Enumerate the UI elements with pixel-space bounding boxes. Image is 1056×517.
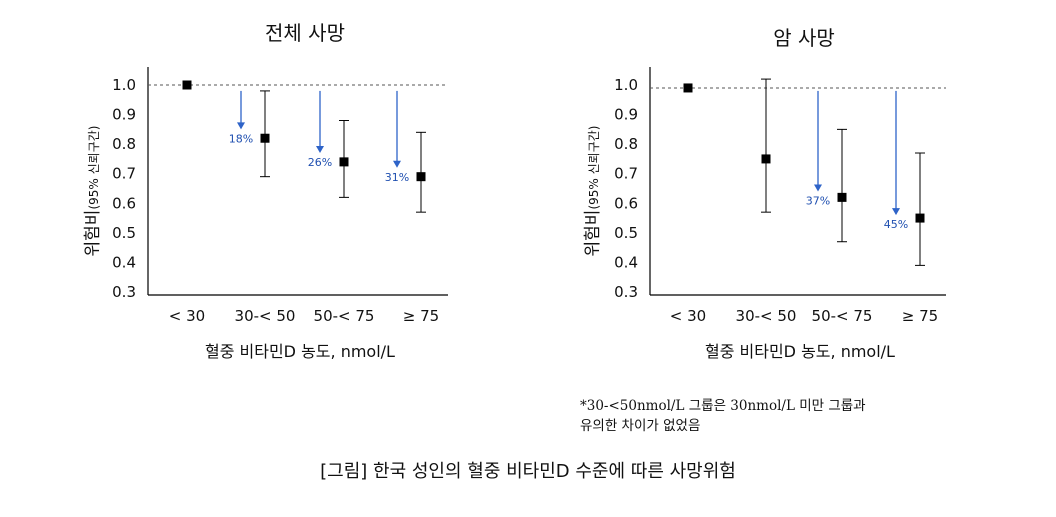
reduction-arrow-head	[316, 146, 324, 154]
data-point	[837, 192, 847, 202]
y-tick-label: 0.9	[614, 106, 638, 124]
y-axis-label-main: 위험비	[583, 210, 603, 257]
y-tick-label: 0.3	[614, 283, 638, 301]
chart-panel-cancer-mortality: 암 사망 0.3 0.4 0.5 0.6 0.7 0.8 0.9 1.0 위험비(95% 신뢰구간…	[583, 26, 946, 361]
footnote-line-2: 유의한 차이가 없었음	[580, 418, 700, 434]
reduction-percent-label: 26%	[308, 156, 332, 169]
reduction-percent-label: 45%	[884, 218, 908, 231]
x-axis-label: 혈중 비타민D 농도, nmol/L	[205, 342, 395, 361]
y-tick-label: 0.4	[614, 253, 638, 271]
footnote-line-1: *30-<50nmol/L 그룹은 30nmol/L 미만 그룹과	[580, 398, 866, 414]
y-axis-label-sub: (95% 신뢰구간)	[87, 126, 101, 210]
y-tick-label: 0.8	[614, 135, 638, 153]
data-point	[416, 172, 426, 182]
y-tick-label: 1.0	[614, 76, 638, 94]
x-tick-label: < 30	[169, 307, 205, 325]
x-tick-label: 30-< 50	[235, 307, 296, 325]
y-axis-label-sub: (95% 신뢰구간)	[587, 126, 601, 210]
chart-panel-total-mortality: 전체 사망 0.3 0.4 0.5 0.6 0.7 0.8 0.9 1.0 위험비(95% 신뢰구…	[83, 21, 448, 361]
x-tick-label: 50-< 75	[812, 307, 873, 325]
y-axis-label-main: 위험비	[83, 210, 103, 257]
reduction-arrow-head	[393, 160, 401, 168]
reduction-percent-label: 37%	[806, 194, 830, 207]
y-tick-label: 0.5	[614, 224, 638, 242]
reduction-arrow-head	[814, 184, 822, 192]
data-point	[260, 133, 270, 143]
x-tick-label: ≥ 75	[403, 307, 439, 325]
y-tick-label: 0.4	[112, 253, 136, 271]
x-axis-label: 혈중 비타민D 농도, nmol/L	[705, 342, 895, 361]
y-tick-label: 0.3	[112, 283, 136, 301]
data-point	[182, 80, 192, 90]
x-tick-label: 30-< 50	[736, 307, 797, 325]
data-point	[915, 213, 925, 223]
y-tick-label: 0.6	[112, 194, 136, 212]
y-tick-label: 0.9	[112, 106, 136, 124]
y-tick-label: 0.6	[614, 194, 638, 212]
y-axis-label: 위험비(95% 신뢰구간)	[83, 126, 103, 257]
reduction-percent-label: 31%	[385, 171, 409, 184]
figure-caption: [그림] 한국 성인의 혈중 비타민D 수준에 따른 사망위험	[320, 461, 736, 482]
chart-title: 전체 사망	[265, 21, 345, 45]
reduction-percent-label: 18%	[229, 132, 253, 145]
data-point	[339, 157, 349, 167]
y-tick-label: 0.7	[112, 165, 136, 183]
y-tick-label: 0.5	[112, 224, 136, 242]
x-tick-label: ≥ 75	[902, 307, 938, 325]
y-tick-label: 0.8	[112, 135, 136, 153]
data-point	[683, 83, 693, 93]
chart-title: 암 사망	[773, 26, 835, 50]
x-tick-label: 50-< 75	[314, 307, 375, 325]
y-tick-label: 1.0	[112, 76, 136, 94]
data-point	[761, 154, 771, 164]
reduction-arrow-head	[237, 122, 245, 130]
x-tick-label: < 30	[670, 307, 706, 325]
y-axis-label: 위험비(95% 신뢰구간)	[583, 126, 603, 257]
reduction-arrow-head	[892, 208, 900, 216]
y-tick-label: 0.7	[614, 165, 638, 183]
